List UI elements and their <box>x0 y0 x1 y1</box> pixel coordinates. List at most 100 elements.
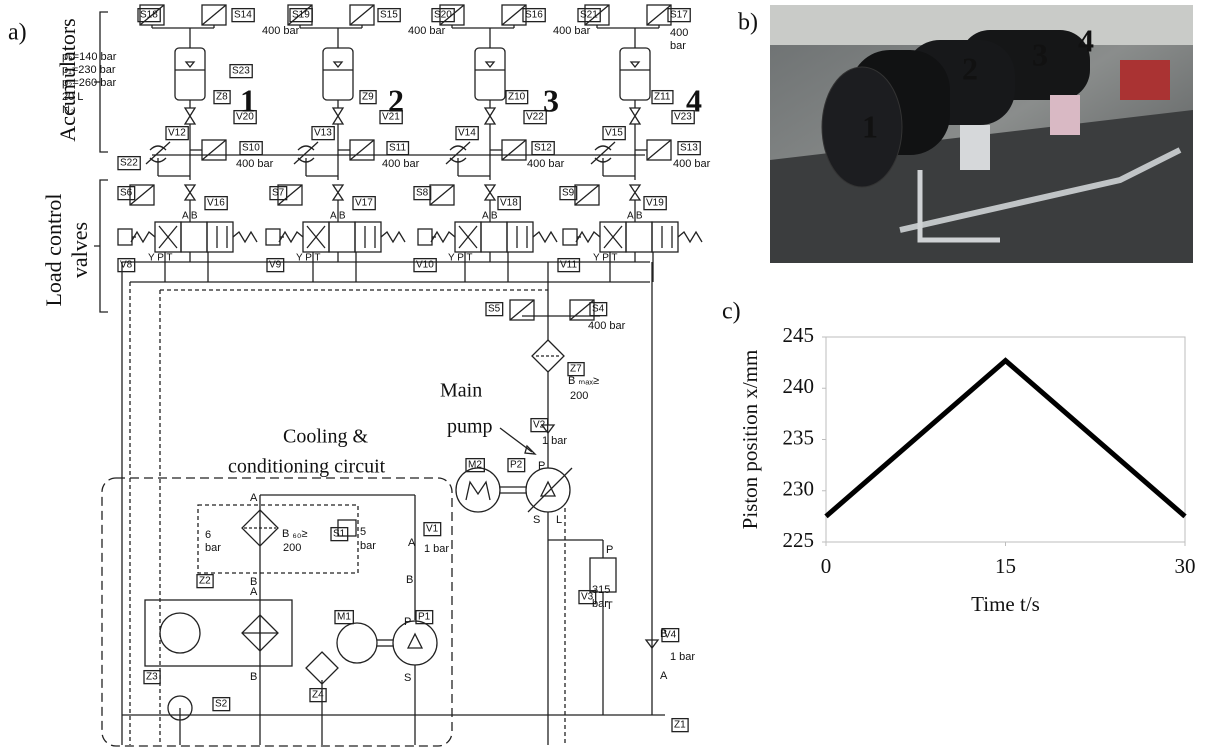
symbol <box>502 140 526 160</box>
symbol <box>266 229 280 245</box>
symbol <box>207 222 233 252</box>
symbol <box>630 108 640 124</box>
accumulator-number: 4 <box>686 82 702 118</box>
symbol <box>408 634 422 648</box>
component-tag: Z3 <box>146 672 158 683</box>
annotation: B <box>406 574 413 586</box>
component-tag: S15 <box>380 10 398 21</box>
symbol <box>647 140 671 160</box>
symbol <box>626 222 652 252</box>
component-tag: S10 <box>242 143 260 154</box>
symbol <box>333 108 343 124</box>
component-tag: V17 <box>355 198 373 209</box>
symbol <box>185 185 195 200</box>
component-tag: S2 <box>215 699 228 710</box>
annotation: bar <box>205 542 221 554</box>
component-tag: Z11 <box>654 92 671 103</box>
symbol <box>418 229 432 245</box>
photo-label: 2 <box>962 50 978 86</box>
symbol <box>131 232 257 242</box>
symbol <box>620 48 650 100</box>
annotation: bar <box>670 40 686 52</box>
figure: a) b) c) S18S14S19S15S20S16S21S17S23Z8Z9… <box>0 0 1205 749</box>
y-tick-label: 225 <box>783 528 815 552</box>
annotation: 400 bar <box>408 25 446 37</box>
symbol <box>130 185 154 205</box>
photo-label: 4 <box>1078 22 1094 58</box>
component-tag: V15 <box>605 128 623 139</box>
symbol <box>329 222 355 252</box>
y-tick-label: 245 <box>783 323 815 347</box>
symbol <box>160 613 200 653</box>
symbol <box>350 5 374 25</box>
annotation: B <box>660 628 667 640</box>
annotation: 6 <box>205 529 211 541</box>
hydraulic-schematic: S18S14S19S15S20S16S21S17S23Z8Z9Z10Z11V20… <box>62 5 711 746</box>
symbol <box>175 48 205 100</box>
component-tag: M2 <box>468 460 482 471</box>
component-tag: Z4 <box>312 690 324 701</box>
component-tag: V10 <box>416 260 434 271</box>
symbol <box>337 623 377 663</box>
data-line <box>826 361 1185 517</box>
annotation: P <box>404 616 411 628</box>
component-tag: S17 <box>670 10 688 21</box>
component-tag: Z1 <box>674 720 686 731</box>
symbol <box>485 185 495 200</box>
annotation: 1 bar <box>424 543 449 555</box>
component-tag: Z7 <box>570 364 582 375</box>
component-tag: V18 <box>500 198 518 209</box>
symbol <box>333 185 343 200</box>
symbol <box>485 108 495 124</box>
component-tag: V1 <box>426 524 439 535</box>
y-axis-title: Piston position x/mm <box>738 350 762 530</box>
annotation: 5 <box>360 526 366 538</box>
component-tag: V14 <box>458 128 476 139</box>
annotation: L <box>556 514 562 526</box>
annotation: 200 <box>570 390 588 402</box>
component-tag: P1 <box>418 612 431 623</box>
annotation: 400 bar <box>382 158 420 170</box>
annotation: A <box>408 537 416 549</box>
symbol <box>94 180 108 312</box>
annotation: 400 bar <box>553 25 591 37</box>
symbol <box>631 62 639 67</box>
symbol <box>430 185 454 205</box>
annotation: 400 bar <box>527 158 565 170</box>
component-tag: S1 <box>333 529 346 540</box>
component-tag: Z2 <box>199 576 211 587</box>
annotation: 200 <box>283 542 301 554</box>
component-tag: S9 <box>562 188 575 199</box>
component-tag: M1 <box>337 612 351 623</box>
photo <box>770 5 1193 263</box>
symbol <box>118 229 132 245</box>
symbol <box>350 140 374 160</box>
x-tick-label: 15 <box>995 554 1016 578</box>
symbol <box>431 232 557 242</box>
symbol <box>466 482 490 500</box>
x-tick-label: 0 <box>821 554 832 578</box>
component-tag: V12 <box>168 128 186 139</box>
port-label: Y P T <box>593 253 617 264</box>
component-tag: S6 <box>120 188 133 199</box>
port-label: Y P T <box>148 253 172 264</box>
annotation: 1 bar <box>542 435 567 447</box>
component-tag: S8 <box>416 188 429 199</box>
component-tag: V11 <box>560 260 577 271</box>
component-tag: V16 <box>207 198 225 209</box>
annotation: S <box>404 672 411 684</box>
component-tag: S21 <box>580 10 598 21</box>
photo-label: 1 <box>862 108 878 144</box>
annotation: 1 bar <box>670 651 695 663</box>
symbol <box>181 222 207 252</box>
y-tick-label: 240 <box>783 374 815 398</box>
port-label: A B <box>182 211 198 222</box>
port-label: A B <box>627 211 643 222</box>
port-label: Y P T <box>448 253 472 264</box>
symbol <box>456 468 500 512</box>
accumulator-number: 1 <box>240 82 256 118</box>
component-tag: S22 <box>120 158 138 169</box>
symbol <box>393 621 437 665</box>
annotation: A <box>250 492 258 504</box>
symbol <box>652 222 678 252</box>
